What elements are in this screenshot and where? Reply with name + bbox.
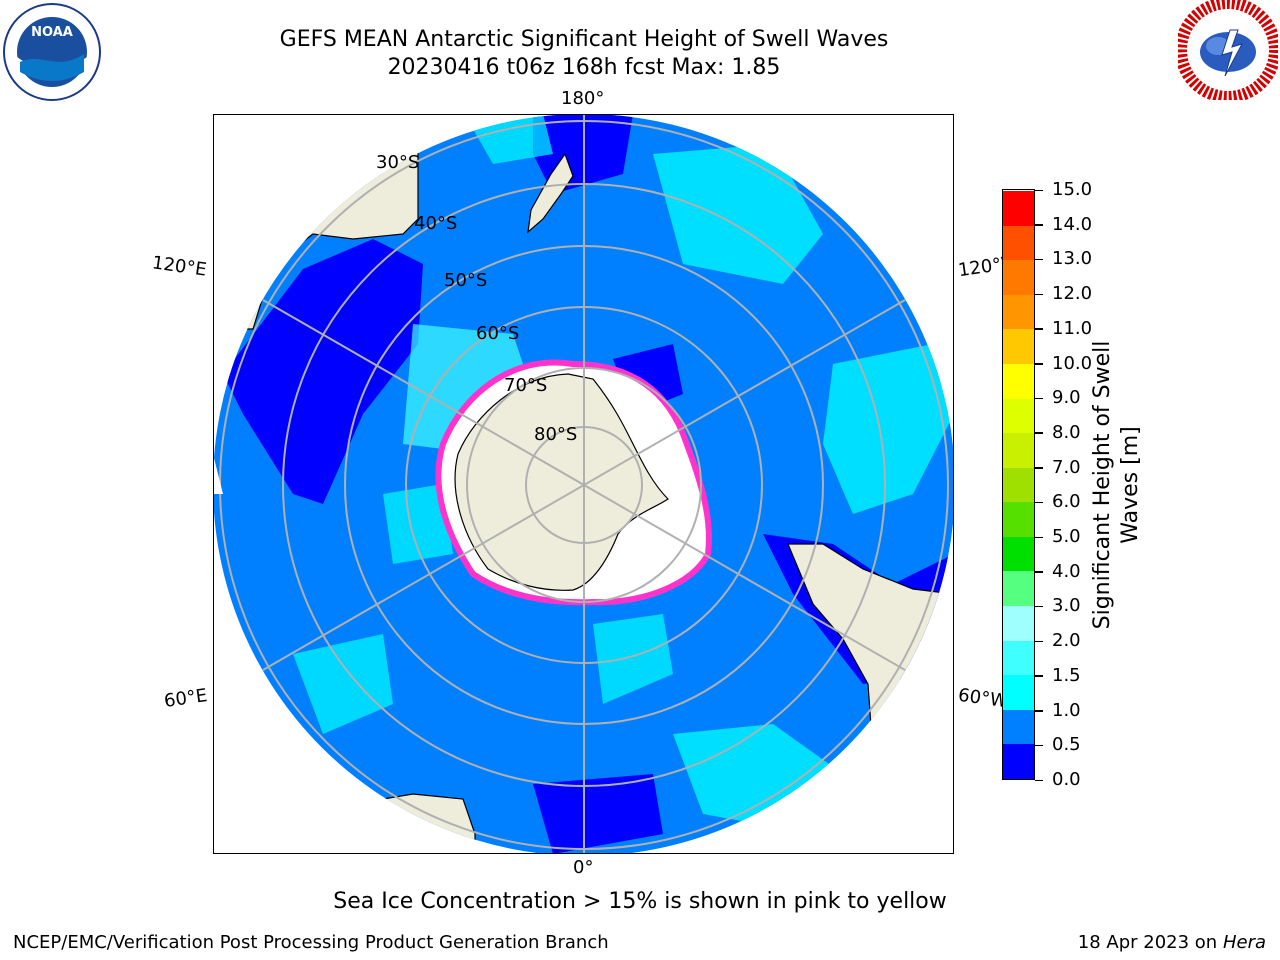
nws-logo bbox=[1175, 0, 1280, 103]
colorbar-tick bbox=[1035, 258, 1043, 261]
lat-label-70s: 70°S bbox=[504, 375, 548, 396]
madagascar-land bbox=[222, 763, 299, 820]
colorbar-tick bbox=[1035, 779, 1043, 781]
lat-label-60s: 60°S bbox=[476, 323, 520, 344]
credit-branch: NCEP/EMC/Verification Post Processing Pr… bbox=[13, 932, 609, 953]
colorbar-tick bbox=[1035, 363, 1043, 365]
chart-subtitle: 20230416 t06z 168h fcst Max: 1.85 bbox=[387, 55, 781, 80]
colorbar-tick bbox=[1035, 293, 1043, 296]
noaa-logo: NOAA bbox=[2, 2, 102, 102]
high-swell-patch-5 bbox=[293, 634, 393, 734]
colorbar bbox=[1002, 189, 1035, 780]
colorbar-tick bbox=[1035, 189, 1043, 191]
colorbar-tick bbox=[1035, 467, 1043, 469]
colorbar-segment bbox=[1003, 190, 1034, 226]
colorbar-tick bbox=[1035, 328, 1043, 330]
colorbar-tick-label: 1.5 bbox=[1052, 664, 1081, 686]
colorbar-segment bbox=[1003, 328, 1034, 364]
high-swell-patch-2 bbox=[823, 344, 953, 514]
colorbar-segment bbox=[1003, 398, 1034, 434]
colorbar-tick bbox=[1035, 397, 1043, 400]
lon-label-60e: 60°E bbox=[162, 685, 209, 712]
colorbar-segment bbox=[1003, 743, 1034, 779]
new-zealand-land bbox=[527, 152, 574, 234]
colorbar-tick bbox=[1035, 501, 1043, 504]
lat-label-30s: 30°S bbox=[376, 152, 420, 173]
colorbar-segment bbox=[1003, 605, 1034, 641]
colorbar-segment bbox=[1003, 674, 1034, 710]
colorbar-tick-label: 1.0 bbox=[1052, 699, 1081, 721]
lat-label-40s: 40°S bbox=[414, 213, 458, 234]
colorbar-segment bbox=[1003, 259, 1034, 295]
colorbar-tick bbox=[1035, 675, 1043, 677]
colorbar-tick bbox=[1035, 536, 1043, 539]
lon-label-0: 0° bbox=[573, 857, 594, 878]
colorbar-segment bbox=[1003, 294, 1034, 330]
colorbar-tick-label: 13.0 bbox=[1052, 248, 1093, 270]
colorbar-tick bbox=[1035, 605, 1043, 608]
colorbar-segment bbox=[1003, 467, 1034, 503]
high-swell-patch-8 bbox=[473, 115, 553, 164]
colorbar-tick bbox=[1035, 571, 1043, 573]
colorbar-tick bbox=[1035, 640, 1043, 643]
lat-label-50s: 50°S bbox=[444, 270, 488, 291]
noaa-logo-text: NOAA bbox=[31, 25, 73, 40]
colorbar-tick-label: 4.0 bbox=[1052, 560, 1081, 582]
antarctica-land bbox=[454, 373, 669, 591]
low-swell-region-south bbox=[533, 774, 663, 853]
low-swell-region-west bbox=[223, 239, 423, 504]
colorbar-segment bbox=[1003, 363, 1034, 399]
colorbar-tick-label: 12.0 bbox=[1052, 283, 1093, 305]
colorbar-segment bbox=[1003, 570, 1034, 607]
sea-ice-note: Sea Ice Concentration > 15% is shown in … bbox=[333, 889, 947, 914]
colorbar-tick bbox=[1035, 744, 1043, 747]
colorbar-tick-label: 5.0 bbox=[1052, 526, 1081, 548]
high-swell-patch-7 bbox=[383, 484, 453, 564]
colorbar-tick-label: 0.5 bbox=[1052, 734, 1081, 756]
colorbar-tick-label: 7.0 bbox=[1052, 456, 1081, 478]
colorbar-tick-label: 14.0 bbox=[1052, 213, 1093, 235]
colorbar-tick-label: 6.0 bbox=[1052, 491, 1081, 513]
colorbar-tick-label: 10.0 bbox=[1052, 352, 1093, 374]
colorbar-segment bbox=[1003, 640, 1034, 676]
colorbar-tick bbox=[1035, 710, 1043, 712]
polar-map: 30°S 40°S 50°S 60°S 70°S 80°S bbox=[213, 114, 954, 854]
colorbar-segment bbox=[1003, 501, 1034, 537]
colorbar-segment bbox=[1003, 536, 1034, 572]
credit-date: 18 Apr 2023 on Hera bbox=[1077, 932, 1266, 953]
colorbar-tick-label: 0.0 bbox=[1052, 769, 1081, 790]
chart-title: GEFS MEAN Antarctic Significant Height o… bbox=[279, 27, 889, 52]
colorbar-segment bbox=[1003, 432, 1034, 468]
lon-label-180: 180° bbox=[561, 88, 605, 109]
colorbar-tick-label: 11.0 bbox=[1052, 317, 1093, 339]
high-swell-patch-6 bbox=[593, 614, 673, 704]
colorbar-tick-label: 8.0 bbox=[1052, 421, 1081, 443]
colorbar-segment bbox=[1003, 225, 1034, 261]
colorbar-tick-label: 9.0 bbox=[1052, 387, 1081, 409]
colorbar-tick-label: 2.0 bbox=[1052, 630, 1081, 652]
colorbar-label: Significant Height of Swell Waves [m] bbox=[1090, 340, 1143, 630]
colorbar-tick bbox=[1035, 224, 1043, 226]
lat-label-80s: 80°S bbox=[534, 424, 578, 445]
lon-label-120e: 120°E bbox=[150, 252, 208, 281]
colorbar-segment bbox=[1003, 709, 1034, 745]
meridian-lines bbox=[262, 115, 906, 853]
colorbar-tick-label: 3.0 bbox=[1052, 595, 1081, 617]
colorbar-tick-label: 15.0 bbox=[1052, 179, 1093, 200]
colorbar-tick bbox=[1035, 432, 1043, 434]
